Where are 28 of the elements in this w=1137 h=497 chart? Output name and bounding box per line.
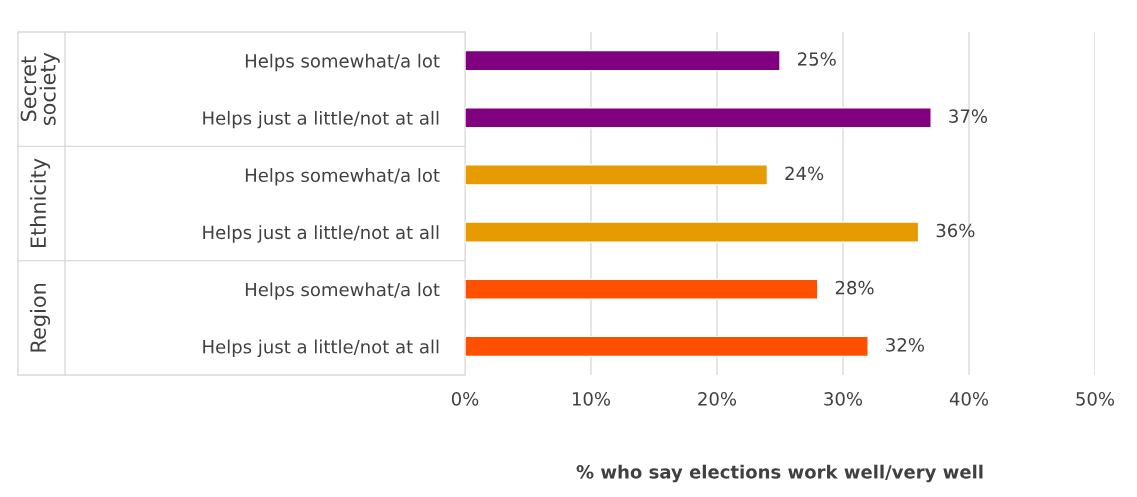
data-label: 25% [797, 52, 836, 66]
data-label: 37% [949, 109, 987, 123]
bar [465, 164, 769, 186]
text: Ethnicity [29, 158, 51, 248]
x-tick-label: 40% [949, 391, 989, 406]
x-tick-label: 10% [572, 391, 611, 406]
text: Secret society [20, 52, 60, 126]
x-tick-label: 0% [451, 391, 479, 406]
data-label: 28% [835, 280, 874, 295]
data-label: 36% [936, 223, 975, 238]
text: Region [29, 283, 51, 352]
data-label: 32% [886, 338, 924, 352]
bar [465, 49, 781, 72]
y-tick-label: Helps just a little/not at all [203, 339, 439, 358]
y-tick-label: Helps somewhat/a lot [245, 53, 440, 72]
y-tick-label: Helps somewhat/a lot [245, 282, 440, 300]
y-tick-label: Helps just a little/not at all [203, 110, 439, 129]
bar [465, 221, 920, 243]
bar [465, 278, 819, 300]
y-tick-label: Helps somewhat/a lot [245, 168, 440, 186]
x-tick-label: 30% [824, 391, 863, 406]
y-tick-label: Helps just a little/not at all [203, 225, 439, 243]
data-label: 24% [785, 166, 824, 181]
bar [465, 335, 869, 358]
x-tick-label: 20% [698, 391, 737, 406]
bar [465, 107, 932, 129]
x-tick-label: 50% [1076, 391, 1115, 406]
x-axis-title: % who say elections work well/very well [576, 464, 983, 483]
